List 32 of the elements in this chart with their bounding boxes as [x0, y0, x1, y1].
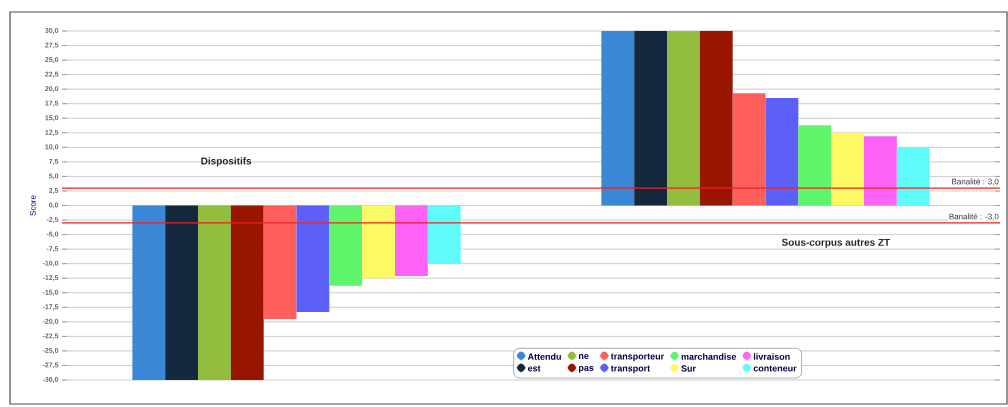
legend-label: marchandise	[681, 353, 737, 360]
legend-label: transporteur	[610, 353, 664, 362]
legend-label: ne	[579, 354, 589, 359]
bar	[427, 205, 461, 264]
bar	[864, 136, 897, 206]
bar	[230, 205, 264, 380]
legend-label: est	[527, 365, 541, 372]
bar	[634, 31, 668, 206]
bar	[798, 125, 832, 206]
legend-label: Sur	[681, 365, 696, 372]
x-tick-label: Dispositifs	[201, 157, 252, 167]
bar	[732, 93, 766, 206]
bar	[831, 132, 865, 206]
bar	[699, 31, 733, 206]
bar	[601, 31, 635, 206]
bar	[263, 205, 297, 319]
bar	[132, 205, 166, 380]
bar	[896, 147, 930, 206]
legend-label: conteneur	[753, 365, 797, 372]
bar	[165, 205, 199, 380]
x-tick-label: Sous-corpus autres ZT	[781, 238, 890, 248]
legend-label: transport	[610, 365, 651, 374]
bar	[296, 205, 330, 312]
legend-label: pas	[579, 366, 594, 373]
legend-label: livraison	[753, 353, 790, 360]
bar	[329, 205, 363, 286]
bar	[395, 205, 428, 276]
bar	[667, 31, 700, 206]
bar	[765, 97, 799, 206]
bar	[362, 205, 395, 279]
legend-label: Attendu	[527, 353, 561, 360]
bar	[198, 205, 231, 380]
